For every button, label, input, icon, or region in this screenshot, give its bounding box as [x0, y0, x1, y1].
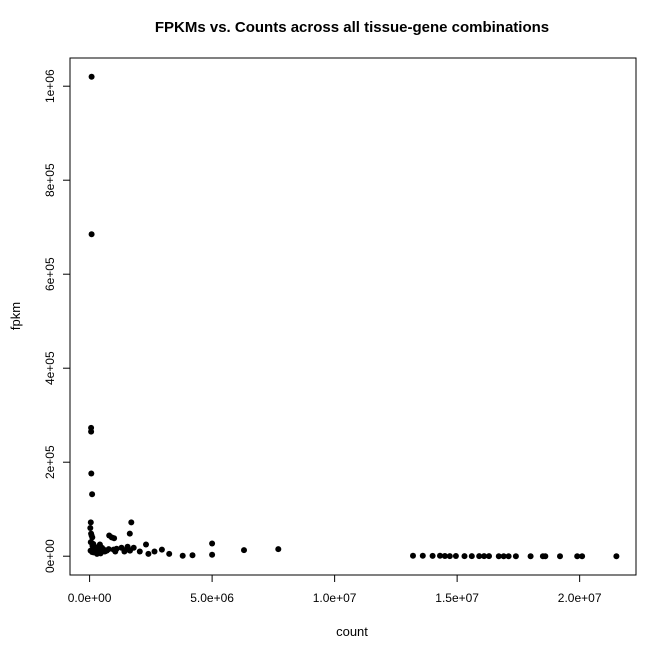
- data-point: [446, 553, 453, 560]
- data-point: [143, 541, 149, 548]
- y-tick-label: 4e+05: [43, 351, 57, 385]
- data-point: [613, 553, 620, 560]
- data-point: [241, 547, 247, 554]
- y-tick-label: 8e+05: [43, 163, 57, 197]
- data-point: [441, 553, 448, 559]
- data-point: [89, 534, 96, 541]
- data-point: [209, 540, 216, 547]
- data-point: [275, 546, 282, 553]
- data-point: [419, 552, 426, 559]
- data-point: [574, 553, 581, 560]
- data-point: [151, 548, 158, 555]
- data-point: [468, 553, 475, 560]
- x-tick-label: 2.0e+07: [558, 591, 602, 605]
- data-point: [112, 548, 119, 555]
- data-point: [88, 470, 95, 477]
- data-point: [452, 553, 459, 559]
- data-point: [481, 553, 488, 560]
- data-point: [105, 546, 112, 553]
- y-tick-label: 0e+00: [43, 539, 57, 573]
- data-point: [500, 553, 507, 560]
- data-point: [87, 525, 94, 531]
- data-point: [88, 428, 95, 435]
- x-tick-label: 1.5e+07: [435, 591, 479, 605]
- data-point: [486, 553, 492, 560]
- data-point: [437, 552, 443, 559]
- data-point: [527, 553, 534, 560]
- data-point: [189, 552, 196, 559]
- y-axis: 0e+00 2e+05 4e+05 6e+05 8e+05 1e+06: [43, 69, 71, 573]
- data-point: [128, 519, 135, 526]
- data-point: [410, 552, 416, 559]
- data-point: [557, 553, 563, 560]
- data-point: [136, 548, 143, 555]
- data-point: [209, 551, 216, 558]
- data-point: [88, 231, 95, 238]
- data-point: [505, 553, 512, 560]
- x-tick-label: 1.0e+07: [313, 591, 357, 605]
- y-axis-title: fpkm: [8, 302, 23, 330]
- y-tick-label: 1e+06: [43, 69, 57, 103]
- data-point: [461, 553, 468, 560]
- x-axis-title: count: [336, 624, 368, 639]
- data-point: [97, 550, 104, 557]
- y-tick-label: 6e+05: [43, 257, 57, 291]
- data-point: [512, 553, 519, 560]
- x-tick-label: 5.0e+06: [190, 591, 234, 605]
- data-point: [158, 546, 165, 553]
- data-point: [111, 535, 118, 542]
- data-point: [166, 550, 173, 557]
- data-point: [127, 547, 133, 554]
- x-tick-label: 0.0e+00: [68, 591, 112, 605]
- data-point: [542, 553, 549, 560]
- data-point: [495, 553, 502, 560]
- data-point: [476, 553, 483, 560]
- x-axis: 0.0e+00 5.0e+06 1.0e+07 1.5e+07 2.0e+07: [68, 574, 602, 605]
- data-point: [145, 550, 152, 557]
- data-point: [126, 530, 133, 537]
- data-point: [179, 552, 186, 559]
- chart-title: FPKMs vs. Counts across all tissue-gene …: [155, 19, 549, 36]
- data-point: [579, 553, 586, 560]
- data-point: [89, 491, 96, 498]
- data-point: [88, 73, 95, 80]
- y-tick-label: 2e+05: [43, 445, 57, 479]
- data-point: [87, 519, 94, 526]
- data-point: [429, 552, 436, 559]
- data-points: [87, 73, 620, 560]
